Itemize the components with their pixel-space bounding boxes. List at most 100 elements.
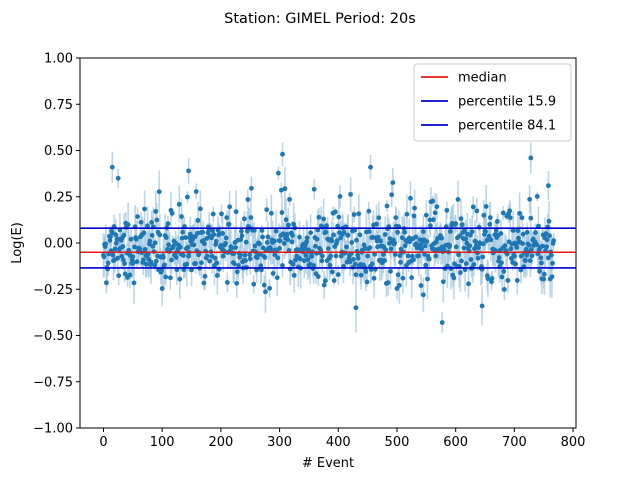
data-point [223,235,229,241]
y-axis-ticks: −1.00 −0.75 −0.50 −0.25 0.00 0.25 0.50 0.75 1.00 [33,52,80,437]
data-point [519,253,524,259]
data-point [290,233,295,239]
data-point [183,235,189,240]
data-point [134,259,140,264]
x-tick-label: 500 [385,435,410,450]
data-point [184,261,190,267]
y-tick-label: −1.00 [33,422,73,437]
data-point [523,258,528,263]
data-point [507,208,513,214]
chart-title: Station: GIMEL Period: 20s [224,11,416,27]
data-point [398,259,403,265]
data-point [204,235,210,241]
data-point [480,254,486,260]
data-point [336,214,342,220]
data-point [475,255,481,261]
data-point [413,241,419,247]
data-point [130,254,136,260]
data-point [496,255,502,261]
data-point [281,241,287,246]
data-point [507,215,513,221]
data-point [128,236,134,242]
data-point [430,217,436,223]
data-point [358,272,364,278]
data-point [536,223,541,229]
data-point [247,252,253,258]
legend-entry: percentile 84.1 [458,119,556,134]
data-point [176,201,182,207]
x-tick-label: 800 [561,435,586,450]
data-point [333,253,339,259]
data-point [374,238,380,244]
data-point [109,230,115,236]
data-point [353,272,359,278]
data-point [501,268,507,274]
data-point [121,232,127,238]
data-point [213,238,219,244]
data-point [282,186,288,192]
data-point [354,237,359,243]
data-point [418,242,423,248]
data-point [383,247,389,253]
data-point [376,215,382,221]
data-point [274,275,280,281]
data-point [145,223,150,229]
data-point [279,210,285,215]
data-point [109,164,115,170]
data-point [258,263,264,269]
data-point [538,260,544,266]
data-point [547,233,552,239]
data-point [268,210,274,216]
data-point [231,261,237,267]
data-point [152,240,158,246]
data-point [369,261,375,267]
data-point [453,244,459,250]
data-point [113,232,119,238]
data-point [494,219,500,224]
data-point [399,235,405,241]
data-point [420,229,426,234]
data-point [229,245,234,251]
data-point [238,237,244,242]
data-point [457,270,463,275]
data-point [177,276,183,282]
data-point [304,239,309,245]
data-point [227,204,233,210]
data-point [330,269,335,275]
data-point [390,180,396,185]
data-point [186,253,191,259]
data-point [501,286,507,292]
data-point [251,281,257,287]
reference-lines-layer [80,227,576,269]
data-point [411,257,416,263]
y-tick-label: 0.25 [44,190,73,205]
data-point [518,267,524,273]
data-point [202,241,207,247]
data-point [487,215,493,220]
data-point [528,215,534,221]
data-point [275,255,281,261]
data-point [411,213,417,219]
data-point [150,243,156,249]
data-point [127,272,133,278]
data-point [285,222,291,228]
data-point [143,261,149,267]
data-point [257,241,263,247]
data-point [140,257,146,263]
data-point [148,259,154,265]
data-point [529,253,535,259]
data-point [200,229,206,235]
data-point [270,271,276,276]
data-point [133,236,139,242]
data-point [234,280,240,286]
legend-entry: median [458,71,507,86]
x-tick-label: 100 [150,435,175,450]
data-point [416,253,422,259]
data-point [110,252,116,258]
legend-box [413,63,572,142]
data-point [272,252,278,258]
data-point [433,239,439,245]
data-point [241,216,247,222]
data-point [467,243,473,249]
data-point [453,221,459,226]
